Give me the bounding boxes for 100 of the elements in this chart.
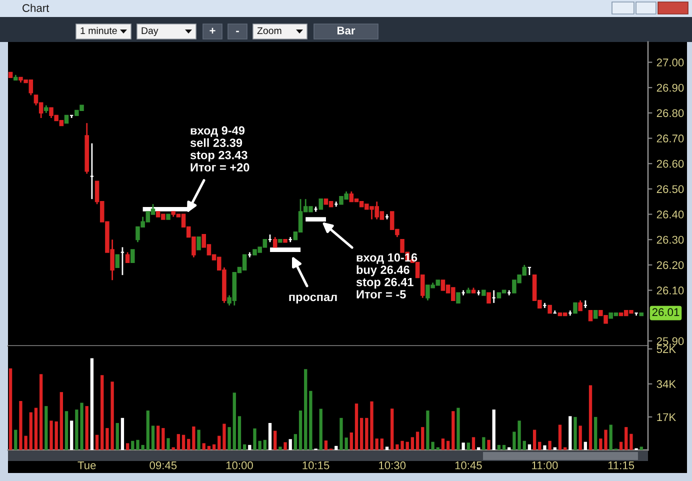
candlestick <box>272 236 278 248</box>
candlestick <box>578 300 582 312</box>
bar <box>304 369 308 450</box>
bar <box>131 440 134 450</box>
bar <box>416 432 420 450</box>
x-tick-label: 10:00 <box>226 461 253 470</box>
bar <box>584 442 587 450</box>
candlestick <box>486 292 491 304</box>
x-tick-label: 11:15 <box>608 462 634 470</box>
y-tick-label: 34K <box>656 380 676 388</box>
y-tick-label: 26.80 <box>656 109 684 118</box>
bar <box>70 420 74 450</box>
x-tick-label: 10:30 <box>379 461 406 470</box>
bar <box>390 408 394 450</box>
bar <box>532 430 536 450</box>
bar <box>466 442 470 450</box>
text: Zoom <box>257 27 282 34</box>
bar <box>502 444 506 450</box>
bar <box>126 443 130 450</box>
bar <box>34 408 38 450</box>
x-tick-label: 10:45 <box>455 461 482 470</box>
bar <box>309 390 312 450</box>
bar <box>95 434 99 450</box>
bar <box>156 426 160 450</box>
bar <box>594 416 598 450</box>
bar <box>116 422 119 450</box>
bar <box>278 446 282 450</box>
bar <box>456 408 460 450</box>
bar <box>253 428 256 450</box>
bar <box>263 440 266 450</box>
bar <box>446 440 450 450</box>
bar <box>44 406 48 450</box>
bar <box>472 437 476 450</box>
bar <box>232 392 236 450</box>
bar <box>365 418 368 450</box>
candlestick <box>573 302 578 314</box>
candlestick <box>125 252 130 264</box>
bar <box>578 426 582 450</box>
text: - <box>236 30 239 32</box>
chart-title: Chart <box>22 4 50 12</box>
bar <box>568 416 572 450</box>
bar <box>497 444 501 450</box>
bar <box>238 416 242 450</box>
candlestick <box>456 292 460 304</box>
y-tick-label: 27.00 <box>656 58 684 66</box>
bar <box>39 374 43 450</box>
y-tick-label: 17K <box>657 413 676 421</box>
annotation: вход 9-49 sell 23.39 stop 23.43 Итог = +20 <box>190 126 250 172</box>
bar <box>192 426 196 450</box>
bar <box>90 358 94 450</box>
y-tick-label: 26.40 <box>656 210 684 218</box>
bar <box>29 412 32 450</box>
bar <box>120 418 124 450</box>
annotation: 26.01 <box>652 308 680 316</box>
bar <box>222 424 226 450</box>
bar <box>609 424 612 450</box>
bar <box>543 445 546 450</box>
candlestick <box>115 254 120 268</box>
candlestick <box>130 249 135 263</box>
bar <box>350 432 353 450</box>
bar <box>375 438 378 450</box>
bar <box>151 426 155 450</box>
bar <box>558 424 562 450</box>
bar <box>166 438 170 450</box>
bar <box>354 404 358 450</box>
bar <box>268 422 272 450</box>
bar <box>8 368 12 450</box>
annotation: проспал <box>289 294 337 304</box>
x-tick-label: Tue <box>78 462 96 470</box>
bar <box>202 443 206 450</box>
bar <box>284 442 287 450</box>
text: Bar <box>337 26 356 34</box>
bar <box>14 430 18 450</box>
bar <box>294 434 298 450</box>
bar <box>624 427 628 450</box>
candlestick <box>318 198 324 210</box>
bar <box>298 410 302 450</box>
bar <box>452 411 455 450</box>
bar <box>176 434 180 450</box>
y-tick-label: 25.90 <box>656 337 684 346</box>
bar <box>207 446 211 450</box>
bar <box>54 421 58 450</box>
y-tick-label: 26.70 <box>656 134 684 142</box>
bar <box>212 444 216 450</box>
bar <box>462 442 465 450</box>
y-tick-label: 26.10 <box>656 286 684 294</box>
bar <box>182 434 186 450</box>
x-tick-label: 09:45 <box>150 461 177 470</box>
bar <box>441 438 445 450</box>
x-tick-label: 11:00 <box>532 461 558 470</box>
bar <box>482 437 486 450</box>
bar <box>630 434 633 450</box>
bar <box>85 406 88 450</box>
bar <box>197 430 200 450</box>
bar <box>370 401 374 450</box>
bar <box>146 410 150 450</box>
bar <box>228 427 231 450</box>
bar <box>410 437 414 450</box>
bar <box>360 418 364 450</box>
bar <box>324 440 328 450</box>
